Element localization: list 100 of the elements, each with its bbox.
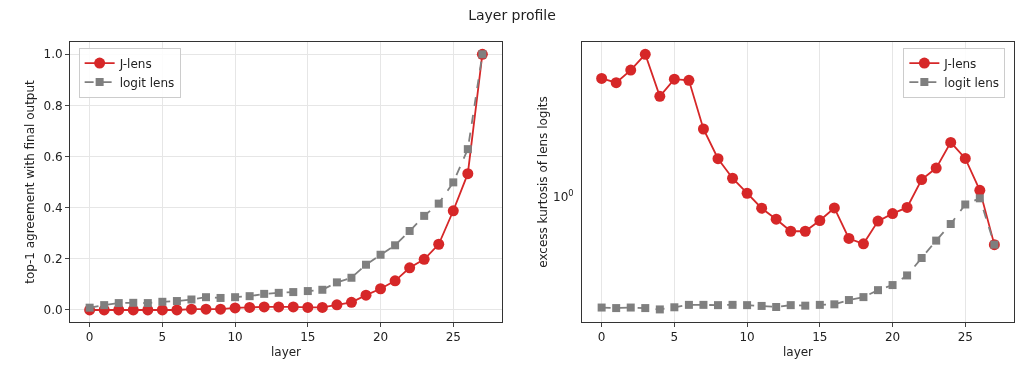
point (273, 301, 285, 313)
point (391, 241, 400, 250)
point (129, 298, 138, 307)
point (727, 172, 739, 184)
point (185, 303, 197, 315)
point (375, 283, 387, 295)
point (171, 304, 183, 316)
point (114, 299, 123, 308)
point (231, 293, 240, 302)
point (844, 296, 853, 305)
point (331, 299, 343, 311)
x-tick-label: 20 (884, 330, 901, 345)
point (172, 297, 181, 306)
point (917, 254, 926, 263)
point (597, 303, 606, 312)
point (799, 225, 811, 237)
point (697, 123, 709, 135)
point (712, 153, 724, 165)
point (786, 301, 795, 310)
point (670, 303, 679, 312)
x-tick-label: 5 (670, 330, 679, 345)
point (916, 174, 928, 186)
legend-label: J-lens (118, 56, 152, 71)
point (683, 74, 695, 86)
point (449, 178, 458, 187)
point (946, 220, 955, 229)
x-tick-label: 10 (739, 330, 755, 345)
point (756, 202, 768, 214)
point (244, 301, 256, 313)
point (434, 199, 443, 208)
x-tick-label: 0 (85, 330, 94, 345)
point (260, 289, 269, 298)
point (85, 303, 94, 312)
point (345, 296, 357, 308)
point (959, 152, 971, 164)
point (654, 90, 666, 102)
point (626, 303, 635, 312)
point (857, 238, 869, 250)
point (258, 301, 270, 313)
point (961, 200, 970, 209)
y-tick-label: 0.0 (43, 303, 63, 318)
point (376, 250, 385, 259)
point (404, 262, 416, 274)
point (728, 300, 737, 309)
point (714, 301, 722, 310)
point (888, 281, 897, 290)
point (814, 215, 826, 227)
point (655, 305, 664, 314)
point (801, 301, 810, 310)
point (930, 162, 942, 174)
point (302, 301, 314, 313)
point (625, 64, 637, 76)
point (945, 136, 957, 148)
legend-label: J-lens (943, 56, 977, 71)
x-tick-label: 15 (812, 330, 828, 345)
point (757, 301, 766, 310)
point (684, 300, 693, 309)
point (420, 211, 429, 220)
point (874, 286, 882, 295)
x-tick-label: 15 (300, 330, 316, 345)
point (216, 293, 225, 302)
point (215, 303, 227, 315)
point (610, 77, 622, 89)
y-tick-label: 0.2 (43, 252, 63, 267)
point (389, 275, 401, 287)
point (743, 301, 752, 310)
y-tick-label: 0.8 (43, 98, 63, 113)
text: 10$^{0}$ (553, 188, 574, 205)
x-tick-label: 25 (445, 330, 461, 345)
point (418, 253, 430, 265)
point (316, 301, 328, 313)
x-tick-label: 10 (227, 330, 243, 345)
point (245, 292, 254, 301)
point (872, 215, 884, 227)
x-axis-title: layer (270, 345, 302, 360)
point (641, 304, 650, 313)
point (289, 288, 298, 297)
point (830, 300, 839, 309)
x-tick-label: 0 (597, 330, 606, 345)
point (596, 72, 608, 84)
point (741, 187, 753, 199)
point (462, 168, 474, 180)
point (932, 236, 941, 245)
y-tick-label: 1.0 (43, 47, 63, 62)
point (901, 201, 913, 213)
point (158, 297, 167, 306)
x-tick-label: 25 (957, 330, 973, 345)
point (463, 145, 472, 154)
point (347, 273, 356, 282)
y-axis-title: excess kurtosis of lens logits (536, 96, 551, 268)
point (274, 288, 283, 297)
point (143, 299, 152, 308)
point (668, 73, 680, 85)
point (360, 289, 372, 301)
point (815, 300, 824, 309)
point (639, 48, 651, 60)
point (332, 278, 341, 287)
point (405, 226, 414, 235)
point (433, 238, 445, 250)
point (229, 302, 241, 314)
